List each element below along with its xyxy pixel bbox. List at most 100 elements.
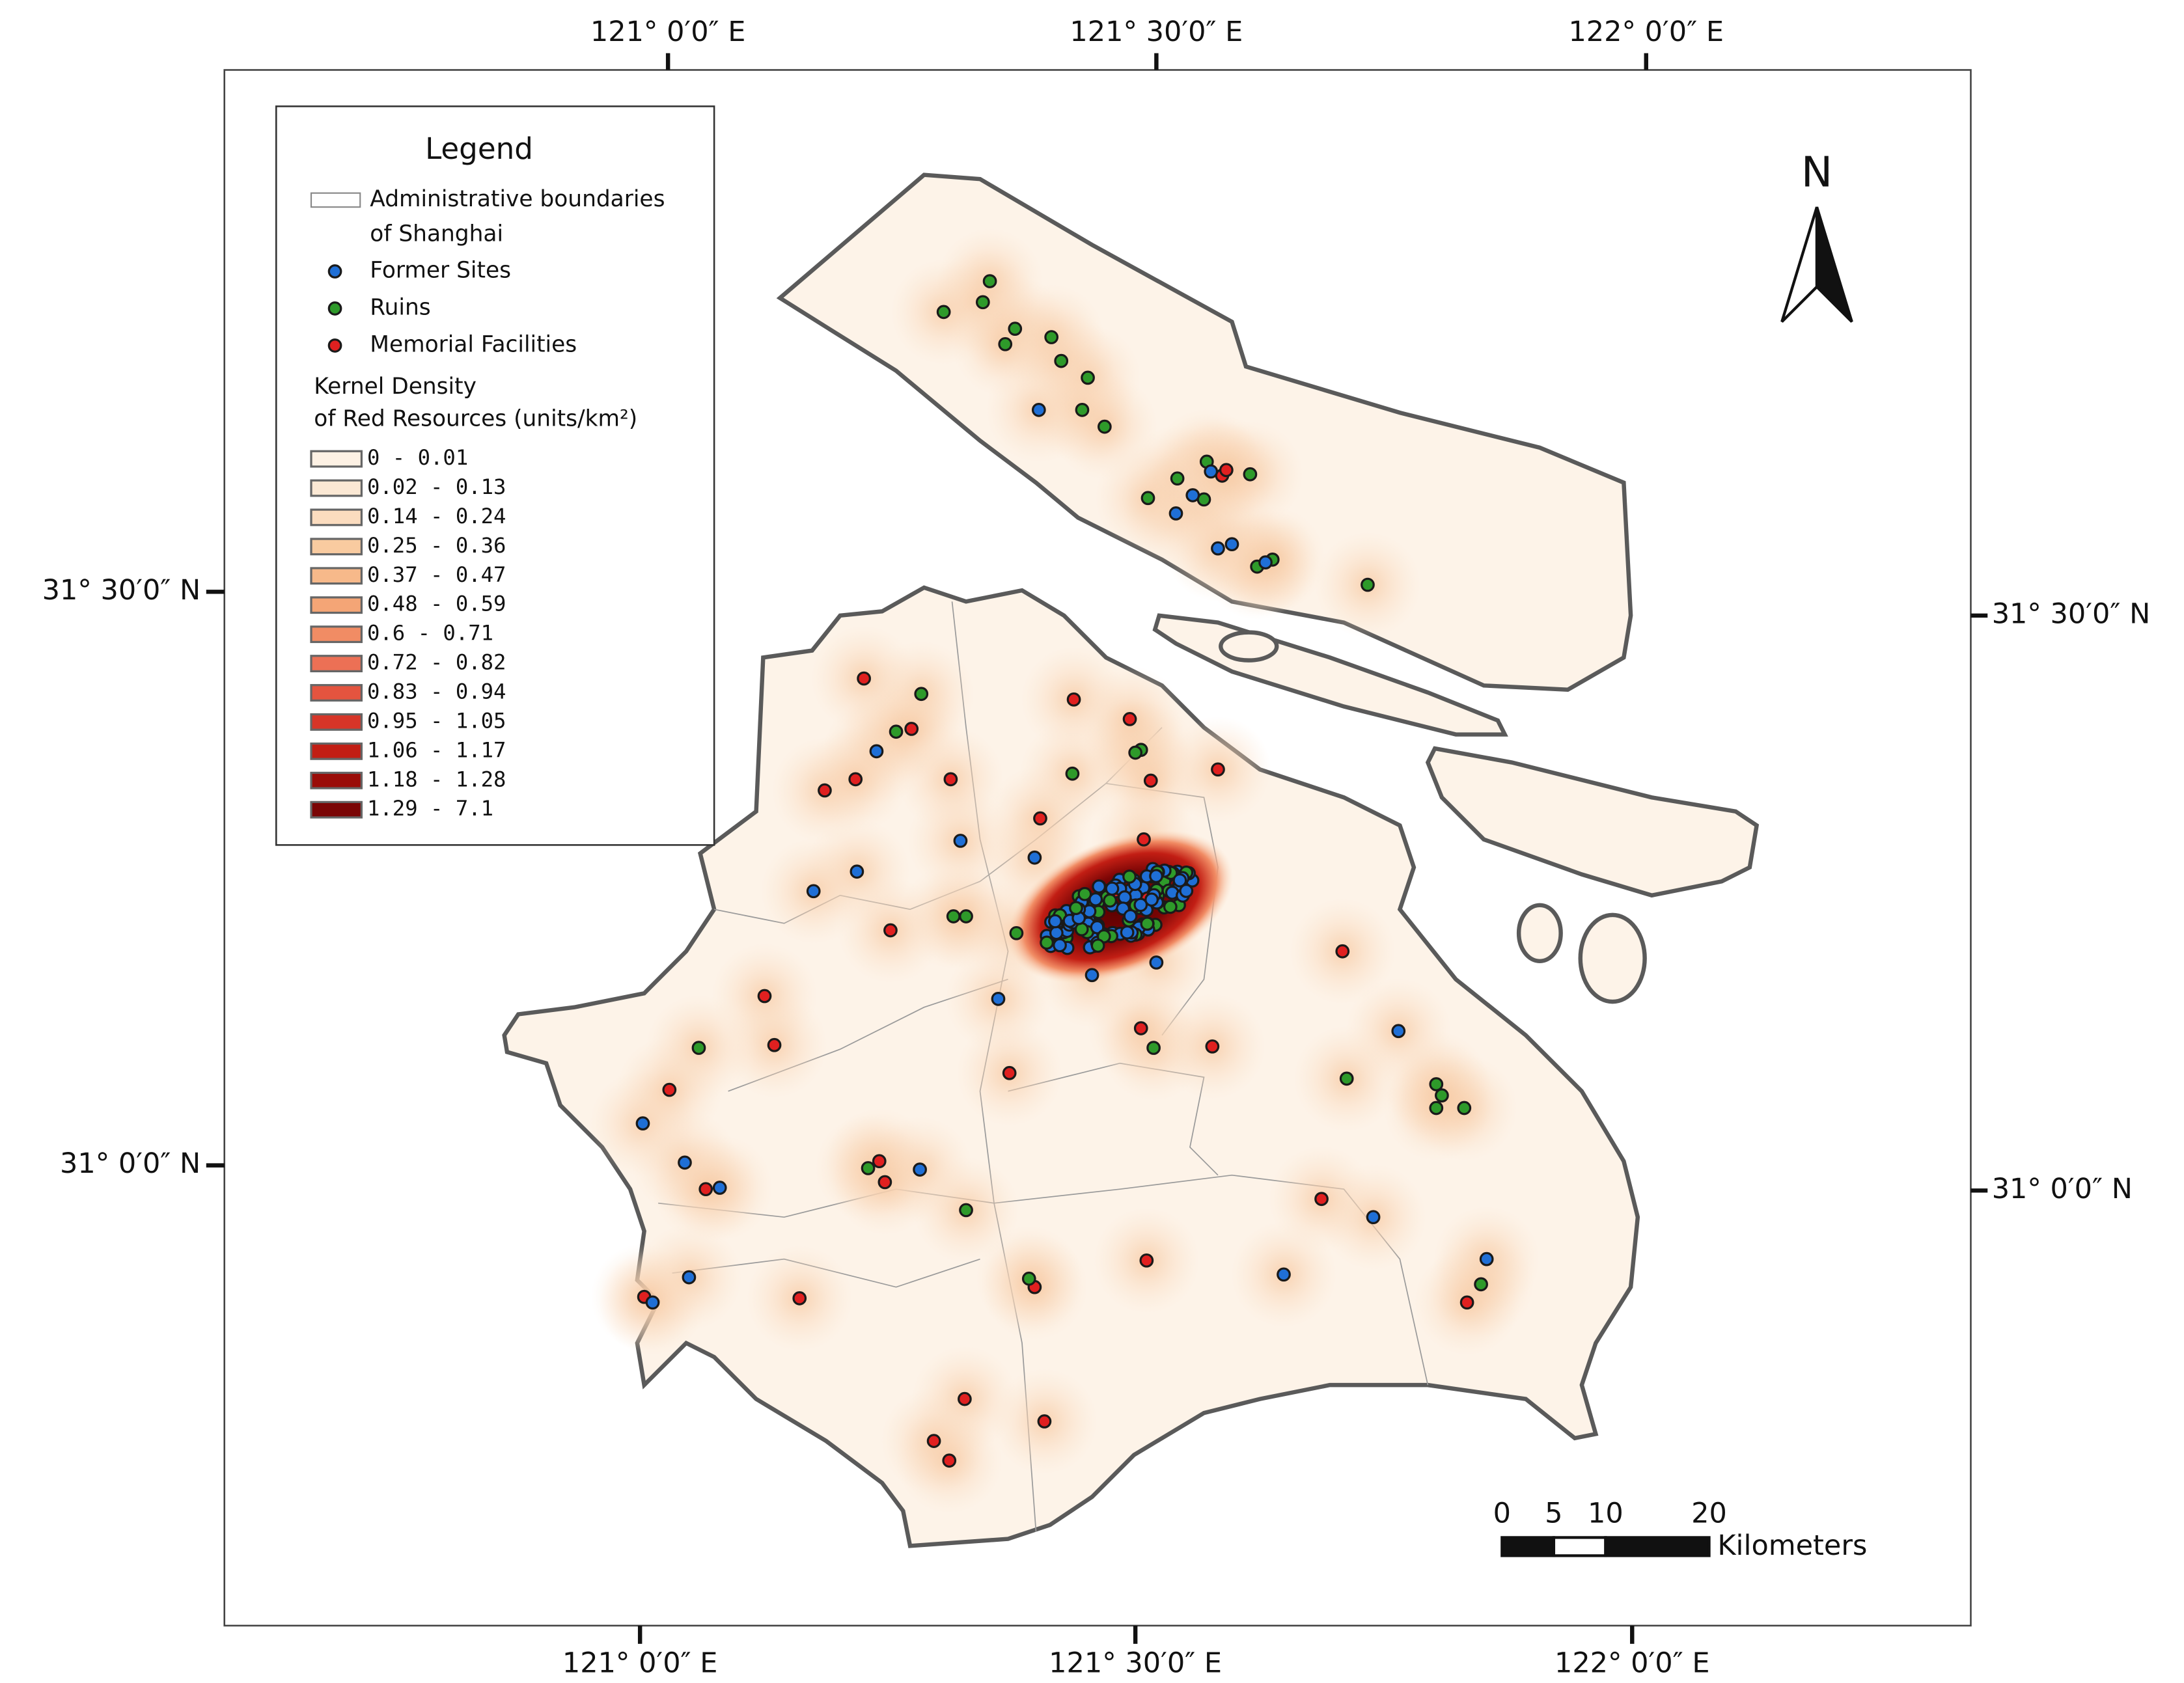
point bbox=[792, 1291, 807, 1306]
legend-symbol bbox=[327, 301, 342, 316]
bottom-axis-label: 122° 0′0″ E bbox=[1555, 1647, 1710, 1680]
point bbox=[1361, 577, 1375, 592]
point bbox=[1172, 873, 1187, 888]
point bbox=[1179, 884, 1194, 898]
point bbox=[1090, 938, 1105, 953]
axes: 121° 0′0″ E 121° 30′0″ E 122° 0′0″ E 121° 0… bbox=[42, 16, 2151, 1679]
point bbox=[1429, 1101, 1444, 1115]
point bbox=[662, 1082, 677, 1097]
point bbox=[1205, 1039, 1220, 1054]
class-label: 0.6 - 0.71 bbox=[367, 621, 493, 646]
point bbox=[959, 909, 973, 924]
point bbox=[914, 687, 929, 702]
point bbox=[872, 1154, 887, 1169]
point bbox=[806, 884, 821, 899]
point bbox=[936, 305, 951, 320]
point bbox=[1143, 773, 1158, 788]
bottom-axis-label: 121° 30′0″ E bbox=[1049, 1647, 1222, 1680]
point bbox=[1185, 488, 1200, 502]
point bbox=[1140, 491, 1155, 506]
point bbox=[1219, 463, 1234, 478]
class-swatch bbox=[310, 567, 363, 585]
point bbox=[850, 864, 864, 879]
point bbox=[1105, 881, 1120, 896]
point bbox=[1457, 1101, 1472, 1115]
boundary-swatch bbox=[310, 192, 361, 208]
legend-symbol bbox=[327, 338, 342, 353]
class-swatch bbox=[310, 800, 363, 819]
top-axis-label: 121° 0′0″ E bbox=[590, 16, 746, 48]
class-swatch bbox=[310, 655, 363, 673]
point bbox=[1088, 892, 1103, 907]
point bbox=[1339, 1071, 1354, 1086]
left-axis-label: 31° 30′0″ N bbox=[42, 574, 201, 607]
point bbox=[1133, 1021, 1148, 1035]
point bbox=[1128, 745, 1142, 760]
point bbox=[1092, 879, 1106, 894]
point bbox=[1027, 850, 1042, 865]
point bbox=[1243, 467, 1258, 482]
point bbox=[1204, 464, 1219, 479]
scale-label: 0 bbox=[1493, 1498, 1511, 1530]
legend-label: Ruins bbox=[370, 294, 430, 320]
point bbox=[1366, 1210, 1381, 1225]
class-swatch bbox=[310, 596, 363, 614]
point bbox=[1002, 1065, 1017, 1080]
point bbox=[1120, 925, 1135, 940]
point bbox=[1335, 944, 1350, 959]
point bbox=[1053, 938, 1067, 953]
points bbox=[635, 274, 1494, 1468]
hengsha bbox=[1425, 746, 1760, 898]
point bbox=[1117, 890, 1132, 905]
point bbox=[913, 1162, 927, 1177]
point bbox=[1211, 762, 1225, 777]
scale-segment bbox=[1500, 1536, 1556, 1557]
point bbox=[1081, 370, 1095, 385]
islet bbox=[1516, 903, 1563, 964]
top-axis-label: 121° 30′0″ E bbox=[1070, 16, 1243, 48]
point bbox=[1224, 537, 1239, 552]
point bbox=[1140, 916, 1155, 931]
point bbox=[1133, 897, 1148, 912]
scale-label: 5 bbox=[1545, 1498, 1562, 1530]
point bbox=[991, 991, 1006, 1006]
point bbox=[645, 1295, 660, 1310]
north-arrow: N bbox=[1780, 148, 1853, 323]
point bbox=[889, 724, 904, 739]
point bbox=[1479, 1252, 1494, 1266]
scale-label: 20 bbox=[1691, 1498, 1727, 1530]
point bbox=[1069, 901, 1083, 916]
point bbox=[1146, 1041, 1161, 1055]
point bbox=[1149, 955, 1164, 970]
point bbox=[982, 274, 997, 288]
point bbox=[682, 1270, 697, 1285]
point bbox=[1065, 766, 1080, 781]
scale-label: 10 bbox=[1588, 1498, 1624, 1530]
point bbox=[1435, 1088, 1449, 1103]
point bbox=[1144, 892, 1159, 907]
point bbox=[678, 1155, 692, 1170]
class-swatch bbox=[310, 771, 363, 789]
scale-unit: Kilometers bbox=[1717, 1529, 1867, 1562]
legend-label: Administrative boundaries bbox=[370, 186, 665, 212]
point bbox=[1031, 402, 1046, 417]
class-label: 0.25 - 0.36 bbox=[367, 533, 506, 558]
point bbox=[1008, 322, 1023, 336]
left-axis-label: 31° 0′0″ N bbox=[60, 1147, 200, 1180]
bottom-axis-label: 121° 0′0″ E bbox=[562, 1647, 718, 1680]
point bbox=[1170, 471, 1185, 486]
class-swatch bbox=[310, 713, 363, 731]
point bbox=[1211, 541, 1225, 556]
point bbox=[712, 1181, 727, 1195]
point bbox=[1085, 968, 1099, 983]
point bbox=[1037, 1414, 1052, 1429]
point bbox=[869, 744, 884, 759]
class-swatch bbox=[310, 625, 363, 644]
point bbox=[848, 772, 863, 787]
class-swatch bbox=[310, 508, 363, 527]
point bbox=[1391, 1024, 1406, 1039]
point bbox=[878, 1175, 892, 1190]
class-label: 1.18 - 1.28 bbox=[367, 767, 506, 791]
islet bbox=[1219, 630, 1279, 663]
